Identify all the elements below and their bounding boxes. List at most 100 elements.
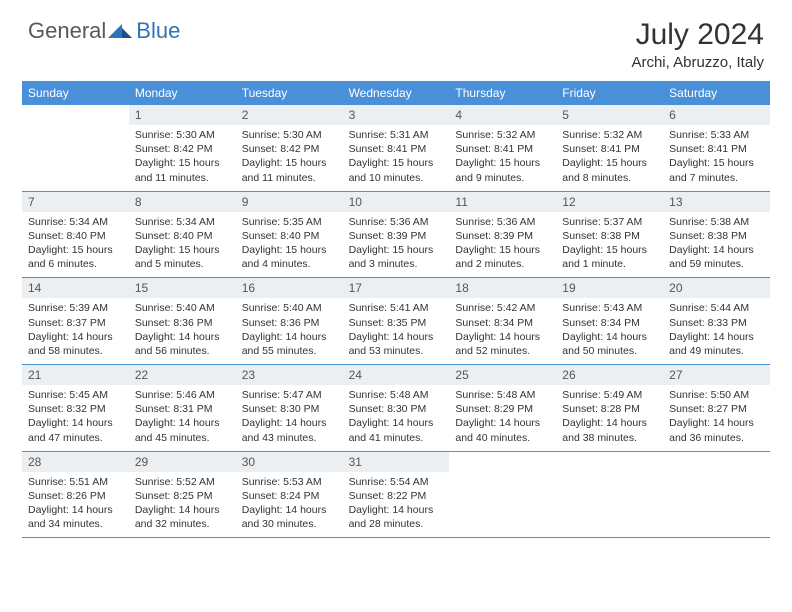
header: General Blue July 2024 Archi, Abruzzo, I… <box>0 0 792 77</box>
empty-cell <box>663 452 770 538</box>
day-content: Sunrise: 5:50 AMSunset: 8:27 PMDaylight:… <box>663 385 770 451</box>
day-content: Sunrise: 5:30 AMSunset: 8:42 PMDaylight:… <box>129 125 236 191</box>
day-content: Sunrise: 5:34 AMSunset: 8:40 PMDaylight:… <box>129 212 236 278</box>
day-content: Sunrise: 5:40 AMSunset: 8:36 PMDaylight:… <box>129 298 236 364</box>
logo: General Blue <box>28 18 180 44</box>
day-cell: 28Sunrise: 5:51 AMSunset: 8:26 PMDayligh… <box>22 452 129 538</box>
day-cell: 11Sunrise: 5:36 AMSunset: 8:39 PMDayligh… <box>449 192 556 278</box>
empty-cell <box>556 452 663 538</box>
day-number: 9 <box>236 192 343 212</box>
day-number: 22 <box>129 365 236 385</box>
day-cell: 24Sunrise: 5:48 AMSunset: 8:30 PMDayligh… <box>343 365 450 451</box>
day-content: Sunrise: 5:40 AMSunset: 8:36 PMDaylight:… <box>236 298 343 364</box>
day-content: Sunrise: 5:30 AMSunset: 8:42 PMDaylight:… <box>236 125 343 191</box>
day-content: Sunrise: 5:49 AMSunset: 8:28 PMDaylight:… <box>556 385 663 451</box>
day-number: 23 <box>236 365 343 385</box>
week-row: 7Sunrise: 5:34 AMSunset: 8:40 PMDaylight… <box>22 192 770 279</box>
day-number: 24 <box>343 365 450 385</box>
day-cell: 8Sunrise: 5:34 AMSunset: 8:40 PMDaylight… <box>129 192 236 278</box>
calendar: SundayMondayTuesdayWednesdayThursdayFrid… <box>0 77 792 556</box>
month-title: July 2024 <box>631 18 764 52</box>
day-content: Sunrise: 5:47 AMSunset: 8:30 PMDaylight:… <box>236 385 343 451</box>
day-content: Sunrise: 5:31 AMSunset: 8:41 PMDaylight:… <box>343 125 450 191</box>
day-header-cell: Saturday <box>663 81 770 105</box>
day-cell: 16Sunrise: 5:40 AMSunset: 8:36 PMDayligh… <box>236 278 343 364</box>
day-content: Sunrise: 5:52 AMSunset: 8:25 PMDaylight:… <box>129 472 236 538</box>
day-cell: 3Sunrise: 5:31 AMSunset: 8:41 PMDaylight… <box>343 105 450 191</box>
day-content: Sunrise: 5:37 AMSunset: 8:38 PMDaylight:… <box>556 212 663 278</box>
day-number: 1 <box>129 105 236 125</box>
logo-triangle-icon <box>108 22 134 40</box>
day-number: 25 <box>449 365 556 385</box>
day-cell: 13Sunrise: 5:38 AMSunset: 8:38 PMDayligh… <box>663 192 770 278</box>
day-cell: 9Sunrise: 5:35 AMSunset: 8:40 PMDaylight… <box>236 192 343 278</box>
day-cell: 25Sunrise: 5:48 AMSunset: 8:29 PMDayligh… <box>449 365 556 451</box>
day-content: Sunrise: 5:41 AMSunset: 8:35 PMDaylight:… <box>343 298 450 364</box>
day-content: Sunrise: 5:35 AMSunset: 8:40 PMDaylight:… <box>236 212 343 278</box>
day-content: Sunrise: 5:46 AMSunset: 8:31 PMDaylight:… <box>129 385 236 451</box>
day-content: Sunrise: 5:32 AMSunset: 8:41 PMDaylight:… <box>556 125 663 191</box>
day-content: Sunrise: 5:54 AMSunset: 8:22 PMDaylight:… <box>343 472 450 538</box>
day-number: 8 <box>129 192 236 212</box>
day-cell: 22Sunrise: 5:46 AMSunset: 8:31 PMDayligh… <box>129 365 236 451</box>
day-cell: 14Sunrise: 5:39 AMSunset: 8:37 PMDayligh… <box>22 278 129 364</box>
day-number: 11 <box>449 192 556 212</box>
day-content: Sunrise: 5:38 AMSunset: 8:38 PMDaylight:… <box>663 212 770 278</box>
day-number: 20 <box>663 278 770 298</box>
day-cell: 7Sunrise: 5:34 AMSunset: 8:40 PMDaylight… <box>22 192 129 278</box>
day-cell: 26Sunrise: 5:49 AMSunset: 8:28 PMDayligh… <box>556 365 663 451</box>
day-number: 6 <box>663 105 770 125</box>
day-content: Sunrise: 5:34 AMSunset: 8:40 PMDaylight:… <box>22 212 129 278</box>
day-content: Sunrise: 5:44 AMSunset: 8:33 PMDaylight:… <box>663 298 770 364</box>
day-number: 4 <box>449 105 556 125</box>
logo-text-general: General <box>28 18 106 44</box>
day-cell: 19Sunrise: 5:43 AMSunset: 8:34 PMDayligh… <box>556 278 663 364</box>
day-cell: 21Sunrise: 5:45 AMSunset: 8:32 PMDayligh… <box>22 365 129 451</box>
day-number: 27 <box>663 365 770 385</box>
empty-cell <box>22 105 129 191</box>
day-header-cell: Monday <box>129 81 236 105</box>
day-content: Sunrise: 5:53 AMSunset: 8:24 PMDaylight:… <box>236 472 343 538</box>
day-cell: 2Sunrise: 5:30 AMSunset: 8:42 PMDaylight… <box>236 105 343 191</box>
week-row: 21Sunrise: 5:45 AMSunset: 8:32 PMDayligh… <box>22 365 770 452</box>
day-content: Sunrise: 5:43 AMSunset: 8:34 PMDaylight:… <box>556 298 663 364</box>
day-content: Sunrise: 5:45 AMSunset: 8:32 PMDaylight:… <box>22 385 129 451</box>
day-number: 16 <box>236 278 343 298</box>
day-number: 15 <box>129 278 236 298</box>
day-content: Sunrise: 5:48 AMSunset: 8:30 PMDaylight:… <box>343 385 450 451</box>
day-cell: 30Sunrise: 5:53 AMSunset: 8:24 PMDayligh… <box>236 452 343 538</box>
day-content: Sunrise: 5:36 AMSunset: 8:39 PMDaylight:… <box>449 212 556 278</box>
day-number: 31 <box>343 452 450 472</box>
day-cell: 6Sunrise: 5:33 AMSunset: 8:41 PMDaylight… <box>663 105 770 191</box>
empty-cell <box>449 452 556 538</box>
day-number: 26 <box>556 365 663 385</box>
day-number: 10 <box>343 192 450 212</box>
day-header-cell: Wednesday <box>343 81 450 105</box>
logo-text-blue: Blue <box>136 18 180 44</box>
day-cell: 10Sunrise: 5:36 AMSunset: 8:39 PMDayligh… <box>343 192 450 278</box>
day-cell: 18Sunrise: 5:42 AMSunset: 8:34 PMDayligh… <box>449 278 556 364</box>
day-cell: 1Sunrise: 5:30 AMSunset: 8:42 PMDaylight… <box>129 105 236 191</box>
title-block: July 2024 Archi, Abruzzo, Italy <box>631 18 764 71</box>
day-cell: 23Sunrise: 5:47 AMSunset: 8:30 PMDayligh… <box>236 365 343 451</box>
location-text: Archi, Abruzzo, Italy <box>631 54 764 71</box>
day-header-row: SundayMondayTuesdayWednesdayThursdayFrid… <box>22 81 770 105</box>
day-number: 21 <box>22 365 129 385</box>
day-number: 17 <box>343 278 450 298</box>
day-number: 30 <box>236 452 343 472</box>
day-cell: 4Sunrise: 5:32 AMSunset: 8:41 PMDaylight… <box>449 105 556 191</box>
day-cell: 5Sunrise: 5:32 AMSunset: 8:41 PMDaylight… <box>556 105 663 191</box>
day-content: Sunrise: 5:39 AMSunset: 8:37 PMDaylight:… <box>22 298 129 364</box>
day-number: 14 <box>22 278 129 298</box>
day-number: 18 <box>449 278 556 298</box>
day-header-cell: Thursday <box>449 81 556 105</box>
day-content: Sunrise: 5:42 AMSunset: 8:34 PMDaylight:… <box>449 298 556 364</box>
day-number: 13 <box>663 192 770 212</box>
day-content: Sunrise: 5:51 AMSunset: 8:26 PMDaylight:… <box>22 472 129 538</box>
day-number: 7 <box>22 192 129 212</box>
day-header-cell: Sunday <box>22 81 129 105</box>
day-cell: 20Sunrise: 5:44 AMSunset: 8:33 PMDayligh… <box>663 278 770 364</box>
week-row: 14Sunrise: 5:39 AMSunset: 8:37 PMDayligh… <box>22 278 770 365</box>
day-cell: 31Sunrise: 5:54 AMSunset: 8:22 PMDayligh… <box>343 452 450 538</box>
day-number: 3 <box>343 105 450 125</box>
